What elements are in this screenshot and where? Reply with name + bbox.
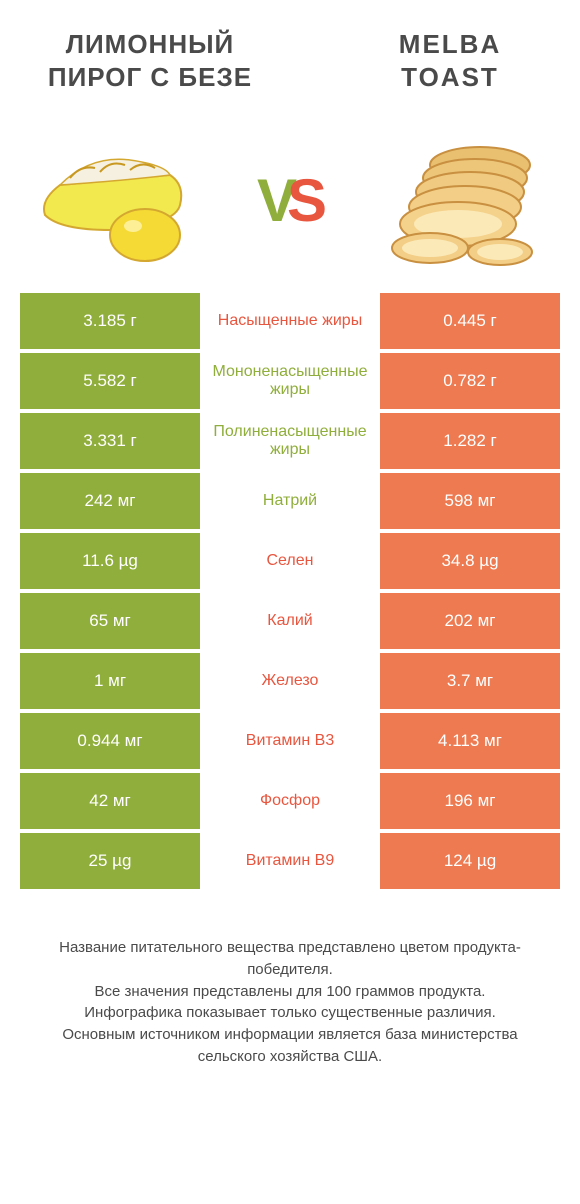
left-value-cell: 242 мг	[20, 473, 200, 529]
right-value-cell: 598 мг	[380, 473, 560, 529]
nutrient-label: Селен	[200, 533, 380, 589]
right-value-cell: 0.445 г	[380, 293, 560, 349]
right-value-cell: 4.113 мг	[380, 713, 560, 769]
left-value-cell: 0.944 мг	[20, 713, 200, 769]
right-value-cell: 0.782 г	[380, 353, 560, 409]
comparison-table: 3.185 гНасыщенные жиры0.445 г5.582 гМоно…	[0, 293, 580, 889]
table-row: 3.185 гНасыщенные жиры0.445 г	[20, 293, 560, 349]
right-product-image	[370, 130, 550, 270]
right-value-cell: 124 µg	[380, 833, 560, 889]
nutrient-label: Мононенасыщенные жиры	[200, 353, 380, 409]
footer-line: Основным источником информации является …	[30, 1024, 550, 1068]
nutrient-label: Фосфор	[200, 773, 380, 829]
footer-notes: Название питательного вещества представл…	[0, 893, 580, 1068]
table-row: 1 мгЖелезо3.7 мг	[20, 653, 560, 709]
vs-s: S	[287, 166, 323, 235]
nutrient-label: Натрий	[200, 473, 380, 529]
nutrient-label: Витамин B9	[200, 833, 380, 889]
nutrient-label: Железо	[200, 653, 380, 709]
right-value-cell: 1.282 г	[380, 413, 560, 469]
table-row: 242 мгНатрий598 мг	[20, 473, 560, 529]
nutrient-label: Калий	[200, 593, 380, 649]
left-product-title: ЛИМОННЫЙ ПИРОГ С БЕЗЕ	[40, 28, 260, 93]
footer-line: Инфографика показывает только существенн…	[30, 1002, 550, 1024]
left-value-cell: 25 µg	[20, 833, 200, 889]
right-product-title: MELBA TOAST	[360, 28, 540, 93]
table-row: 5.582 гМононенасыщенные жиры0.782 г	[20, 353, 560, 409]
right-value-cell: 34.8 µg	[380, 533, 560, 589]
header: ЛИМОННЫЙ ПИРОГ С БЕЗЕ MELBA TOAST	[0, 0, 580, 103]
left-value-cell: 1 мг	[20, 653, 200, 709]
table-row: 65 мгКалий202 мг	[20, 593, 560, 649]
table-row: 11.6 µgСелен34.8 µg	[20, 533, 560, 589]
footer-line: Все значения представлены для 100 граммо…	[30, 981, 550, 1003]
table-row: 25 µgВитамин B9124 µg	[20, 833, 560, 889]
table-row: 42 мгФосфор196 мг	[20, 773, 560, 829]
right-value-cell: 3.7 мг	[380, 653, 560, 709]
left-value-cell: 3.331 г	[20, 413, 200, 469]
table-row: 0.944 мгВитамин B34.113 мг	[20, 713, 560, 769]
nutrient-label: Полиненасыщенные жиры	[200, 413, 380, 469]
nutrient-label: Насыщенные жиры	[200, 293, 380, 349]
table-row: 3.331 гПолиненасыщенные жиры1.282 г	[20, 413, 560, 469]
left-value-cell: 5.582 г	[20, 353, 200, 409]
nutrient-label: Витамин B3	[200, 713, 380, 769]
left-value-cell: 42 мг	[20, 773, 200, 829]
footer-line: Название питательного вещества представл…	[30, 937, 550, 981]
left-product-image	[30, 130, 210, 270]
product-images-row: V S	[0, 103, 580, 293]
right-value-cell: 202 мг	[380, 593, 560, 649]
left-value-cell: 65 мг	[20, 593, 200, 649]
left-value-cell: 3.185 г	[20, 293, 200, 349]
right-value-cell: 196 мг	[380, 773, 560, 829]
left-value-cell: 11.6 µg	[20, 533, 200, 589]
vs-label: V S	[257, 166, 323, 235]
